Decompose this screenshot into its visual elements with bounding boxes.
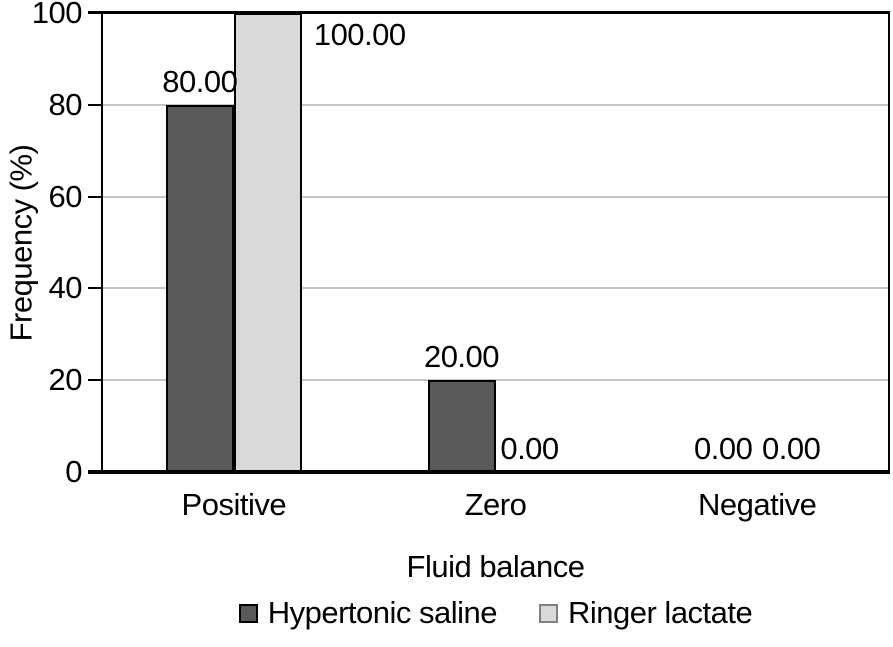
category-label-positive: Positive — [181, 487, 287, 522]
y-gridline — [103, 103, 888, 106]
category-label-zero: Zero — [464, 487, 527, 522]
category-label-negative: Negative — [697, 487, 817, 522]
y-gridline — [103, 287, 888, 290]
y-tick-label: 100 — [31, 0, 83, 30]
value-label-ringer-lactate-zero: 0.00 — [500, 431, 559, 466]
value-label-ringer-lactate-negative: 0.00 — [761, 431, 821, 466]
y-axis-title: Frequency (%) — [0, 13, 42, 472]
value-label-ringer-lactate-positive: 100.00 — [313, 17, 406, 52]
bar-ringer-lactate-positive — [233, 13, 302, 472]
bar-hypertonic-saline-positive — [165, 104, 234, 472]
y-tick-mark — [88, 103, 103, 106]
legend-label-hypertonic-saline: Hypertonic saline — [267, 595, 498, 630]
legend-label-ringer-lactate: Ringer lactate — [568, 595, 753, 630]
y-tick-label: 40 — [48, 270, 83, 306]
legend-swatch-hypertonic-saline — [238, 603, 258, 623]
legend-swatch-ringer-lactate — [539, 603, 558, 623]
y-tick-label: 20 — [48, 362, 83, 398]
y-tick-mark — [88, 195, 103, 198]
y-gridline — [103, 195, 888, 198]
y-gridline — [103, 379, 888, 382]
value-label-hypertonic-saline-positive: 80.00 — [162, 63, 238, 99]
legend-item-hypertonic-saline: Hypertonic saline — [238, 594, 498, 632]
x-axis-line — [88, 470, 890, 474]
y-tick-label: 80 — [48, 86, 83, 122]
chart-legend: Hypertonic saline Ringer lactate — [103, 594, 888, 632]
bar-hypertonic-saline-zero — [427, 380, 496, 472]
y-axis-line — [101, 13, 103, 472]
y-axis-title-text: Frequency (%) — [3, 144, 39, 341]
value-label-hypertonic-saline-zero: 20.00 — [423, 339, 500, 375]
plot-right-border — [888, 13, 890, 472]
y-tick-mark — [88, 379, 103, 382]
plot-top-border — [88, 11, 890, 14]
y-tick-label: 0 — [65, 454, 82, 489]
x-axis-title: Fluid balance — [406, 549, 585, 584]
value-label-hypertonic-saline-negative: 0.00 — [693, 431, 753, 466]
legend-item-ringer-lactate: Ringer lactate — [539, 594, 753, 632]
y-tick-mark — [88, 287, 103, 290]
y-tick-label: 60 — [48, 178, 83, 214]
